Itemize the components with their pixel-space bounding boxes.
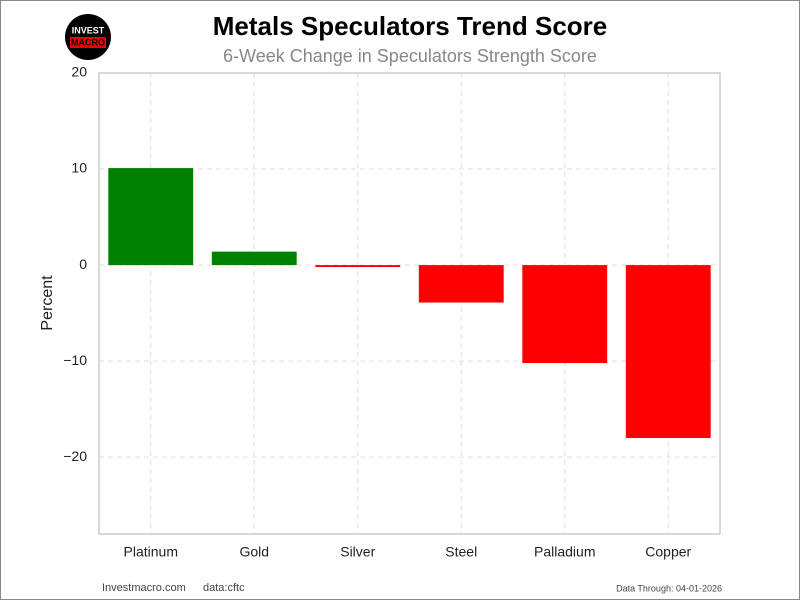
footer-date: Data Through: 04-01-2026	[616, 583, 722, 593]
x-tick-label: Platinum	[124, 544, 178, 560]
footer-site: Investmacro.com	[102, 582, 186, 594]
bar	[108, 168, 194, 266]
bar	[211, 251, 297, 266]
bar	[418, 265, 504, 303]
plot-area: −20 −10 0 10 20 Platinum Gold Silver Steel Pallad…	[63, 64, 720, 560]
y-tick-label: −10	[63, 352, 87, 368]
plot-frame	[98, 72, 721, 535]
y-tick-label: 0	[79, 256, 87, 272]
logo-text: MACRO	[71, 37, 105, 47]
x-tick-label: Gold	[239, 544, 269, 560]
y-tick-label: 10	[71, 160, 87, 176]
bar	[522, 265, 608, 364]
y-tick-label: −20	[63, 448, 87, 464]
y-tick-label: 20	[71, 64, 87, 80]
x-tick-label: Palladium	[534, 544, 595, 560]
x-tick-label: Copper	[645, 544, 691, 560]
logo-text: INVEST	[72, 25, 105, 35]
y-axis-label: Percent	[39, 275, 56, 331]
chart-title: Metals Speculators Trend Score	[213, 11, 607, 41]
bar	[315, 265, 401, 268]
x-tick-label: Silver	[340, 544, 375, 560]
chart-subtitle: 6-Week Change in Speculators Strength Sc…	[223, 46, 597, 66]
x-tick-label: Steel	[445, 544, 477, 560]
bar	[625, 265, 711, 438]
footer-source: data:cftc	[203, 582, 245, 594]
logo-band	[70, 37, 106, 48]
